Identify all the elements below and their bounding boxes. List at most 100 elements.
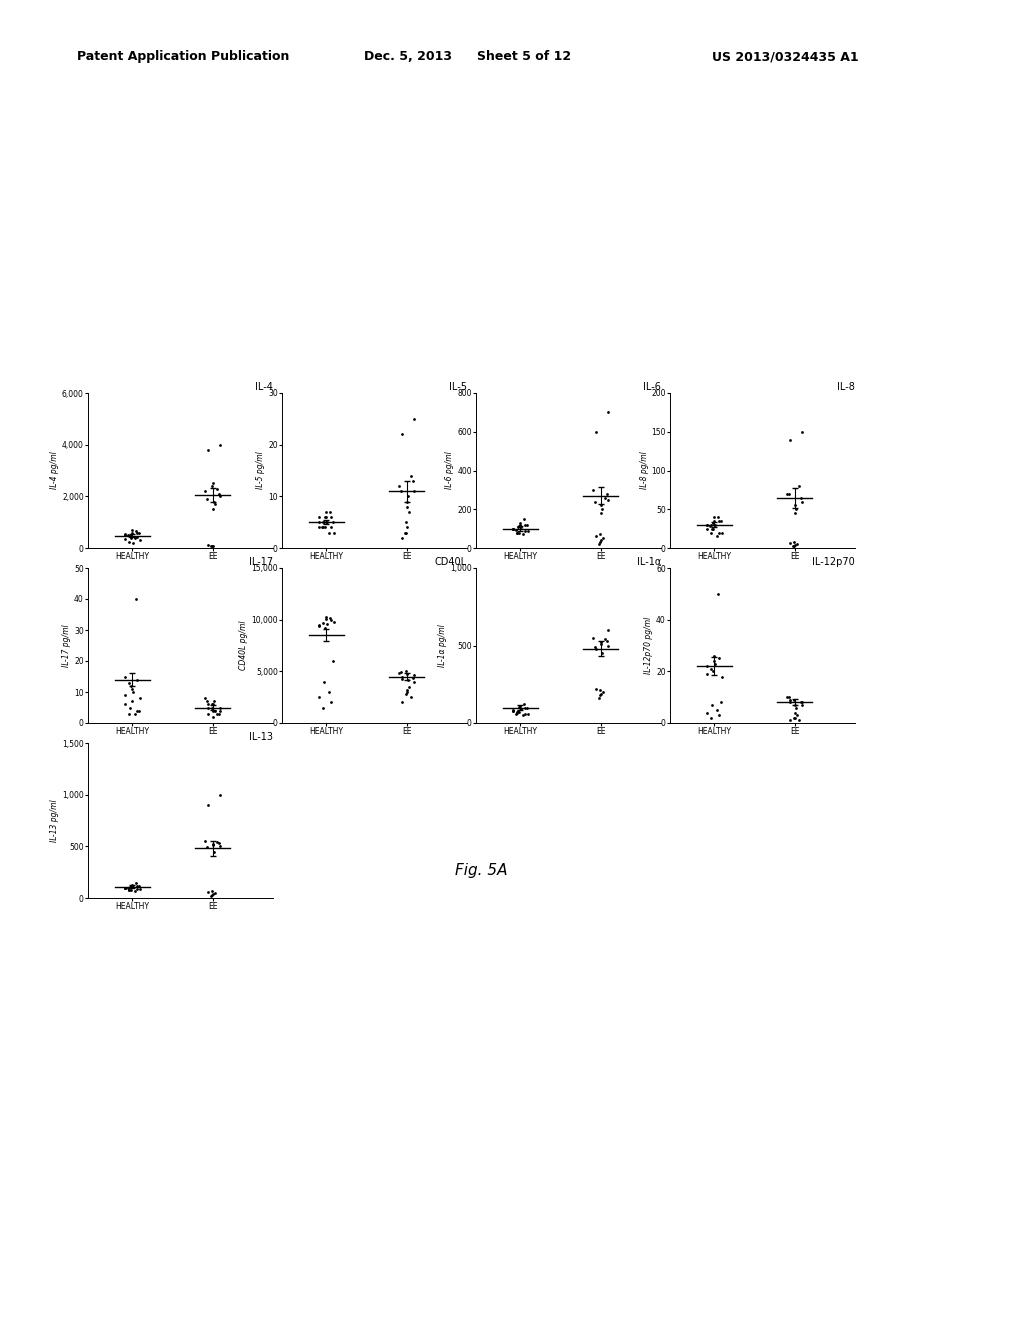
Point — [699, 515, 716, 536]
Point — [406, 665, 422, 686]
Point — [125, 681, 141, 702]
Point — [513, 698, 529, 719]
Point — [200, 440, 216, 461]
Point — [599, 635, 615, 656]
Point — [406, 470, 422, 491]
Point — [592, 524, 608, 545]
Point — [587, 636, 603, 657]
Point — [127, 704, 143, 725]
Point — [311, 614, 328, 635]
Point — [122, 697, 138, 718]
Point — [124, 875, 140, 896]
Text: IL-4: IL-4 — [255, 383, 273, 392]
Point — [121, 704, 137, 725]
Point — [318, 609, 335, 630]
Point — [325, 651, 341, 672]
Point — [508, 519, 524, 540]
Point — [790, 705, 806, 726]
Y-axis label: CD40L pg/ml: CD40L pg/ml — [240, 620, 249, 671]
Point — [710, 583, 726, 605]
Point — [200, 795, 216, 816]
Point — [123, 676, 139, 697]
Point — [707, 651, 723, 672]
Text: IL-5: IL-5 — [449, 383, 467, 392]
Point — [511, 696, 527, 717]
Point — [129, 700, 145, 721]
Point — [593, 495, 609, 516]
Point — [505, 517, 521, 539]
Point — [786, 708, 803, 729]
Point — [205, 694, 221, 715]
Point — [204, 694, 220, 715]
Point — [311, 686, 328, 708]
Point — [128, 873, 144, 894]
Point — [600, 619, 616, 640]
Point — [394, 424, 411, 445]
Point — [516, 694, 532, 715]
Point — [709, 700, 725, 721]
Point — [588, 525, 604, 546]
Y-axis label: IL-8 pg/ml: IL-8 pg/ml — [640, 451, 648, 490]
Point — [120, 878, 136, 899]
Point — [398, 521, 415, 543]
Point — [311, 615, 328, 636]
Point — [205, 834, 221, 855]
Text: IL-12p70: IL-12p70 — [812, 557, 855, 568]
Point — [200, 697, 216, 718]
Point — [786, 708, 803, 729]
Point — [200, 694, 216, 715]
Point — [127, 880, 143, 902]
Y-axis label: IL-6 pg/ml: IL-6 pg/ml — [445, 451, 455, 490]
Y-axis label: IL-17 pg/ml: IL-17 pg/ml — [62, 624, 72, 667]
Point — [207, 494, 223, 515]
Point — [784, 536, 801, 557]
Point — [204, 475, 220, 496]
Point — [128, 520, 144, 541]
Point — [205, 883, 221, 904]
Point — [200, 535, 216, 556]
Point — [599, 488, 615, 510]
Point — [505, 700, 521, 721]
Point — [400, 486, 417, 507]
Point — [321, 681, 337, 702]
Point — [200, 882, 216, 903]
Point — [588, 638, 604, 659]
Point — [505, 700, 521, 721]
Point — [699, 515, 716, 536]
Point — [710, 507, 726, 528]
Point — [790, 533, 806, 554]
Point — [311, 516, 328, 537]
Point — [129, 669, 145, 690]
Point — [323, 609, 339, 630]
Point — [211, 483, 227, 504]
Point — [594, 499, 610, 520]
Y-axis label: IL-12p70 pg/ml: IL-12p70 pg/ml — [644, 616, 653, 675]
Point — [400, 669, 417, 690]
Point — [406, 667, 422, 688]
Point — [117, 876, 133, 898]
Point — [398, 680, 415, 701]
Point — [793, 692, 809, 713]
Point — [209, 832, 225, 853]
Point — [325, 512, 341, 533]
Point — [391, 663, 408, 684]
Point — [713, 692, 729, 713]
Point — [398, 684, 415, 705]
Point — [394, 665, 411, 686]
Point — [326, 611, 342, 632]
Point — [316, 512, 333, 533]
Point — [701, 516, 718, 537]
Point — [711, 648, 727, 669]
Point — [205, 700, 221, 721]
Point — [786, 535, 803, 556]
Point — [780, 686, 797, 708]
Point — [398, 512, 415, 533]
Point — [120, 524, 136, 545]
Point — [786, 535, 803, 556]
Point — [515, 705, 531, 726]
Point — [593, 503, 609, 524]
Point — [212, 784, 228, 805]
Point — [209, 704, 225, 725]
Point — [132, 529, 148, 550]
Point — [591, 533, 607, 554]
